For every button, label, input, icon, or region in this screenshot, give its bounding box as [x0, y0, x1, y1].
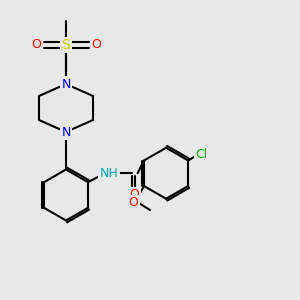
Text: O: O: [129, 196, 138, 209]
Text: N: N: [61, 125, 71, 139]
Text: N: N: [61, 77, 71, 91]
Text: O: O: [31, 38, 41, 52]
Text: S: S: [61, 38, 70, 52]
Text: O: O: [130, 188, 140, 201]
Text: Cl: Cl: [196, 148, 208, 161]
Text: O: O: [91, 38, 101, 52]
Text: NH: NH: [100, 167, 118, 180]
